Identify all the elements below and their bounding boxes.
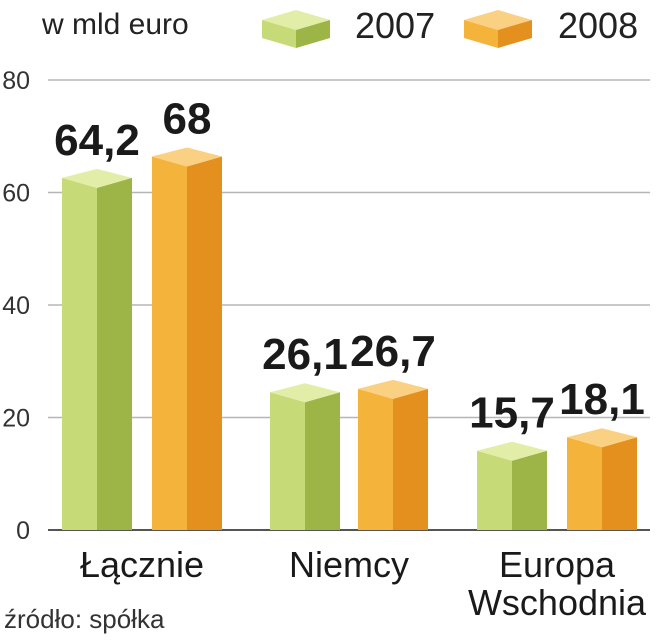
bar-face-left <box>567 437 602 530</box>
bar-face-top <box>358 379 428 399</box>
category-label: Wschodnia <box>468 582 647 623</box>
bar-2007-1 <box>270 383 340 530</box>
y-tick-label-20: 20 <box>2 405 30 433</box>
legend-swatch-2008 <box>464 10 532 48</box>
y-tick-label-60: 60 <box>2 180 30 208</box>
value-label-2007-1: 26,1 <box>262 330 348 379</box>
value-label-2008-1: 26,7 <box>350 327 436 376</box>
category-label: Europa <box>499 544 616 585</box>
value-label-2007-2: 15,7 <box>469 389 555 438</box>
bar-face-left <box>152 156 187 530</box>
bar-face-right <box>305 392 340 530</box>
bar-face-right <box>512 450 547 530</box>
value-label-2008-2: 18,1 <box>559 375 645 424</box>
bar-face-top <box>62 168 132 188</box>
legend-swatch-2007 <box>262 10 330 48</box>
labels-layer: 64,2 26,1 15,7 68 26,7 18,1 Łącznie Niemcy Europ… <box>54 95 647 624</box>
legend-swatch-right <box>498 20 532 48</box>
value-label-2007-0: 64,2 <box>54 116 140 165</box>
bar-face-left <box>62 177 97 530</box>
bar-face-right <box>97 177 132 530</box>
y-tick-label-40: 40 <box>2 292 30 320</box>
bar-face-right <box>602 437 637 530</box>
legend: w mld euro 2007 2008 <box>41 5 638 48</box>
legend-swatch-right <box>296 20 330 48</box>
bar-face-left <box>477 450 512 530</box>
bar-face-left <box>358 388 393 530</box>
source-note: źródło: spółka <box>4 604 165 634</box>
bar-2007-0 <box>62 168 132 530</box>
unit-label: w mld euro <box>41 8 189 41</box>
legend-label-2007: 2007 <box>355 5 435 46</box>
y-tick-label-0: 0 <box>16 517 30 545</box>
bar-face-top <box>477 441 547 461</box>
bar-2008-0 <box>152 147 222 530</box>
y-tick-label-80: 80 <box>2 67 30 95</box>
bar-2008-2 <box>567 428 637 530</box>
legend-label-2008: 2008 <box>558 5 638 46</box>
bars-layer <box>62 147 637 530</box>
bar-face-left <box>270 392 305 530</box>
bar-face-right <box>393 388 428 530</box>
bar-face-top <box>567 428 637 448</box>
bar-2007-2 <box>477 441 547 530</box>
bar-2008-1 <box>358 379 428 530</box>
category-label: Niemcy <box>289 544 409 585</box>
bar-face-right <box>187 156 222 530</box>
legend-swatch-left <box>464 20 498 48</box>
category-label: Łącznie <box>80 544 204 585</box>
legend-swatch-left <box>262 20 296 48</box>
grid-layer: 0 20 40 60 80 <box>2 67 650 545</box>
bar-face-top <box>270 383 340 403</box>
bar-face-top <box>152 147 222 167</box>
value-label-2008-0: 68 <box>163 95 212 144</box>
